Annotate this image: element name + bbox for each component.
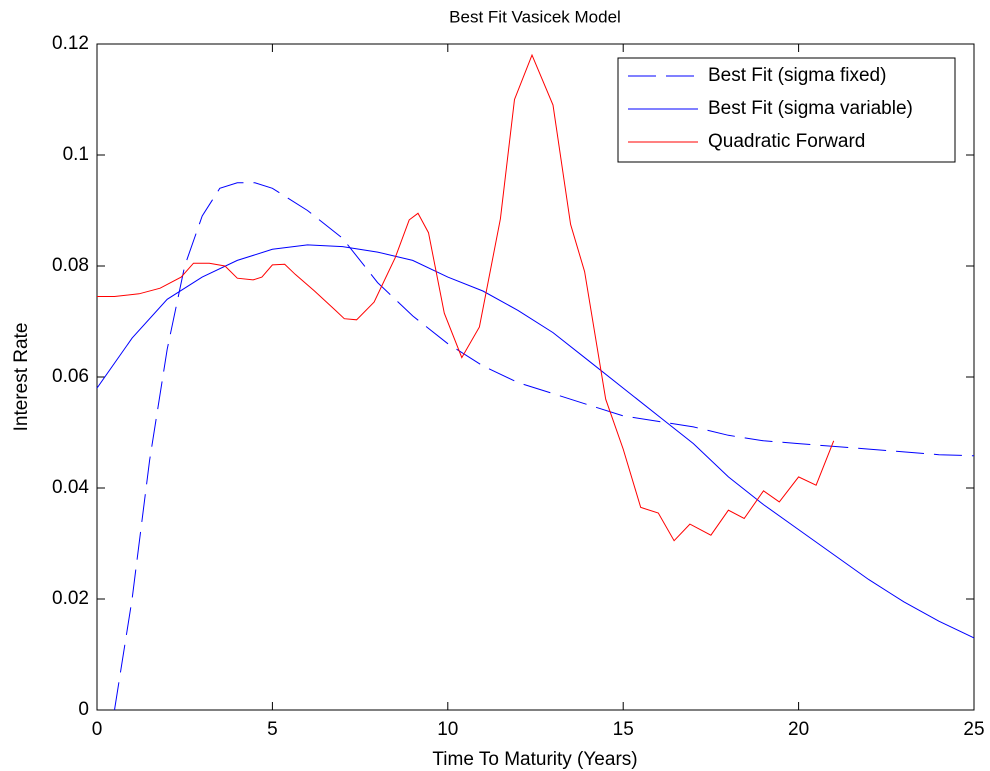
series-line: [96, 244, 975, 639]
x-axis-label: Time To Maturity (Years): [432, 749, 637, 770]
x-tick-label: 10: [437, 719, 458, 740]
y-tick-label: 0.04: [52, 477, 89, 498]
y-tick-label: 0.1: [63, 144, 89, 165]
y-tick-label: 0.08: [52, 255, 89, 276]
x-tick-label: 0: [92, 719, 103, 740]
legend-box: [617, 57, 956, 163]
series-line: [114, 182, 975, 711]
legend-label: Quadratic Forward: [708, 131, 865, 152]
y-axis-label: Interest Rate: [11, 323, 32, 432]
legend-label: Best Fit (sigma variable): [708, 98, 913, 119]
y-tick-label: 0.02: [52, 588, 89, 609]
x-tick-label: 25: [963, 719, 984, 740]
y-tick-label: 0.06: [52, 366, 89, 387]
legend-label: Best Fit (sigma fixed): [708, 65, 886, 86]
chart-title: Best Fit Vasicek Model: [449, 7, 621, 26]
x-tick-label: 20: [788, 719, 809, 740]
series-line: [97, 53, 835, 542]
x-tick-label: 15: [613, 719, 634, 740]
y-tick-label: 0: [78, 699, 89, 720]
y-tick-label: 0.12: [52, 33, 89, 54]
x-tick-label: 5: [267, 719, 278, 740]
